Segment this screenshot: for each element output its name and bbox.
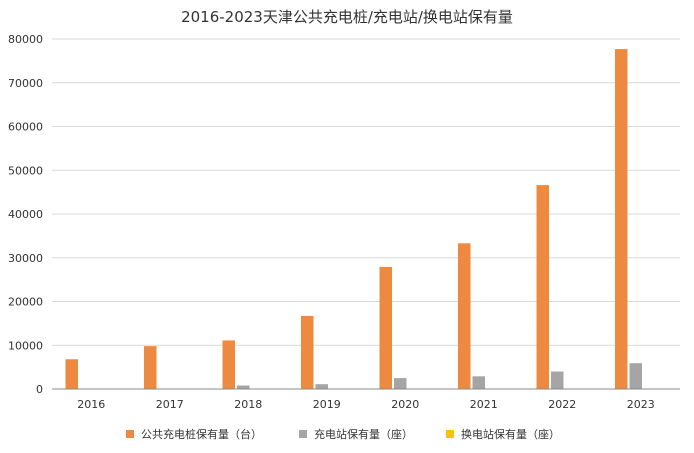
y-tick-label: 40000 [8,208,43,221]
y-tick-label: 0 [36,383,43,396]
bar-2020-series-1 [379,266,392,389]
x-tick-label: 2021 [470,398,498,411]
legend-swatch [299,430,307,438]
gridlines [52,38,680,346]
legend-label: 充电站保有量（座） [314,427,413,441]
bar-2022-series-1 [536,185,549,389]
legend-label: 公共充电桩保有量（台） [141,427,262,441]
x-tick-label: 2017 [156,398,184,411]
bar-2018-series-2 [237,385,250,389]
bar-2023-series-2 [629,363,642,389]
y-axis-ticks: 0 10000 20000 30000 40000 50000 60000 70000 8000… [8,33,43,396]
bar-2019-series-2 [315,384,328,389]
bar-2020-series-2 [394,378,407,389]
chart-title: 2016-2023天津公共充电桩/充电站/换电站保有量 [181,8,513,26]
bar-2017-series-1 [144,346,157,389]
bar-2018-series-1 [222,340,235,389]
x-tick-label: 2022 [548,398,576,411]
x-tick-label: 2023 [627,398,655,411]
bar-2022-series-2 [551,371,564,389]
x-tick-label: 2016 [77,398,105,411]
y-tick-label: 70000 [8,77,43,90]
bar-2019-series-1 [301,315,314,389]
legend-label: 换电站保有量（座） [461,427,560,441]
y-tick-label: 50000 [8,164,43,177]
y-tick-label: 80000 [8,33,43,46]
y-tick-label: 30000 [8,252,43,265]
x-axis-ticks: 2016 2017 2018 2019 2020 2021 2022 2023 [77,398,655,411]
legend-swatch [126,430,134,438]
bar-2023-series-1 [615,49,628,389]
bar-2021-series-2 [472,376,485,389]
legend: 公共充电桩保有量（台） 充电站保有量（座） 换电站保有量（座） [126,427,560,441]
y-tick-label: 20000 [8,296,43,309]
bar-2016-series-1 [65,359,78,389]
y-tick-label: 60000 [8,121,43,134]
x-tick-label: 2019 [313,398,341,411]
x-tick-label: 2018 [234,398,262,411]
bar-2021-series-1 [458,243,471,389]
bars [65,49,642,389]
legend-swatch [446,430,454,438]
y-tick-label: 10000 [8,339,43,352]
x-tick-label: 2020 [391,398,419,411]
